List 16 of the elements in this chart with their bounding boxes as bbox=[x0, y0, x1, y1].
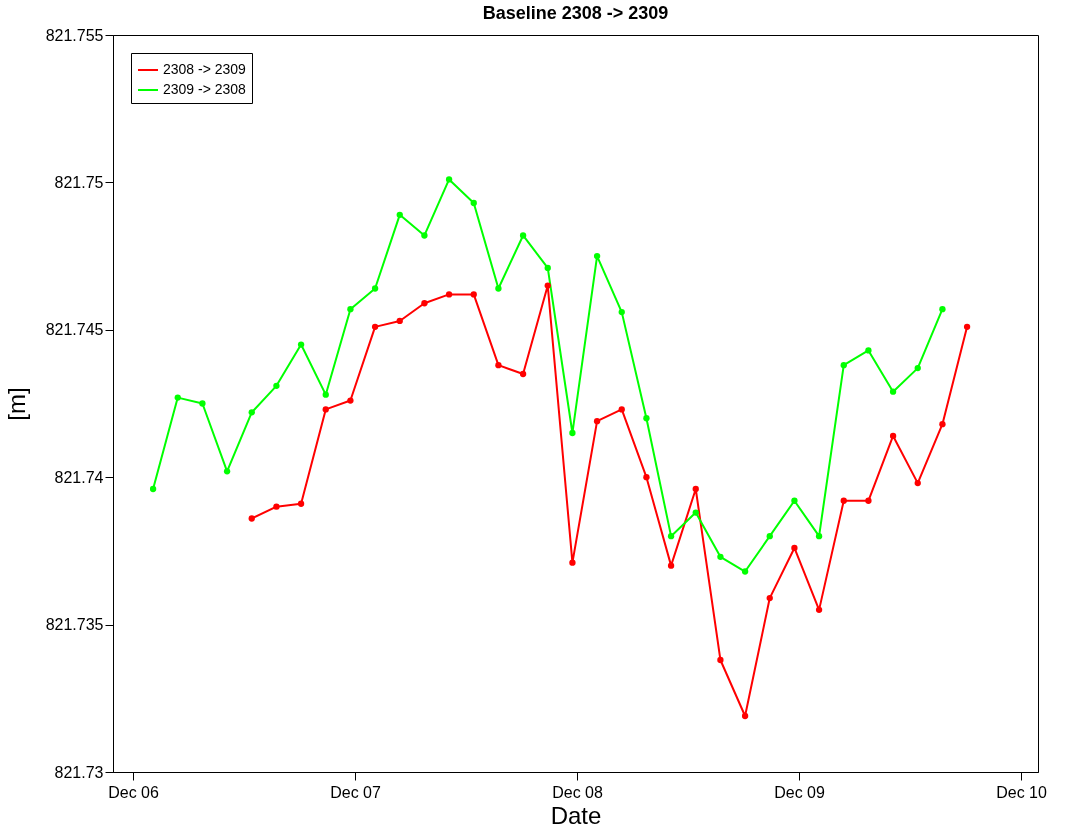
x-tick-label: Dec 09 bbox=[774, 783, 825, 801]
y-tick-label: 821.75 bbox=[54, 173, 104, 191]
legend-label: 2309 -> 2308 bbox=[163, 81, 247, 97]
x-tick-label: Dec 08 bbox=[552, 783, 603, 801]
x-tick-label: Dec 10 bbox=[996, 783, 1047, 801]
y-tick-label: 821.735 bbox=[45, 616, 104, 634]
x-tick-label: Dec 07 bbox=[330, 783, 381, 801]
x-axis-title: Date bbox=[550, 801, 602, 829]
y-tick-label: 821.74 bbox=[54, 468, 104, 486]
legend-label: 2308 -> 2309 bbox=[163, 61, 247, 77]
y-axis-title: [m] bbox=[2, 387, 30, 421]
y-tick-label: 821.73 bbox=[54, 763, 104, 781]
chart-title: Baseline 2308 -> 2309 bbox=[482, 3, 669, 23]
y-tick-label: 821.745 bbox=[45, 321, 104, 339]
x-tick-label: Dec 06 bbox=[108, 783, 159, 801]
y-tick-label: 821.755 bbox=[45, 26, 104, 44]
